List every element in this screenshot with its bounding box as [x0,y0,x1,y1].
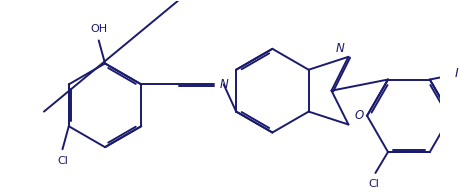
Text: O: O [355,109,364,122]
Text: Cl: Cl [57,156,68,166]
Text: OH: OH [90,24,107,34]
Text: N: N [219,78,228,91]
Text: Cl: Cl [368,179,379,189]
Text: I: I [455,67,459,80]
Text: N: N [335,42,344,55]
